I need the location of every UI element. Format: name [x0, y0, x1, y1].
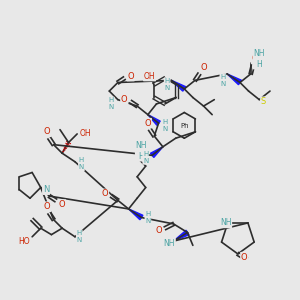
Text: H
N: H N	[77, 230, 82, 243]
Text: O: O	[102, 189, 108, 198]
Text: O: O	[145, 119, 151, 128]
Text: NH: NH	[220, 218, 231, 227]
Text: O: O	[252, 54, 258, 63]
Text: O: O	[155, 226, 162, 235]
Polygon shape	[174, 230, 189, 241]
Polygon shape	[129, 209, 143, 220]
Text: H
N: H N	[143, 151, 148, 164]
Text: S: S	[261, 97, 266, 106]
Text: O: O	[44, 127, 50, 136]
Text: N: N	[43, 185, 49, 194]
Text: H
N: H N	[162, 119, 168, 132]
Text: NH
H: NH H	[254, 49, 265, 69]
Text: NH
H: NH H	[136, 141, 147, 161]
Text: OH: OH	[144, 72, 155, 81]
Text: H
N: H N	[145, 211, 151, 224]
Text: NH: NH	[164, 239, 175, 248]
Text: O: O	[44, 202, 50, 211]
Text: O: O	[121, 95, 128, 104]
Text: H
N: H N	[164, 78, 170, 91]
Text: O: O	[128, 72, 134, 81]
Text: H
N: H N	[109, 98, 114, 110]
Polygon shape	[171, 80, 186, 91]
Text: H
N: H N	[79, 158, 84, 170]
Polygon shape	[227, 74, 242, 85]
Text: O: O	[200, 63, 207, 72]
Polygon shape	[151, 147, 163, 158]
Text: O: O	[241, 253, 247, 262]
Text: H
N: H N	[220, 74, 226, 87]
Text: HO: HO	[18, 237, 29, 246]
Text: OH: OH	[80, 129, 92, 138]
Polygon shape	[148, 115, 160, 125]
Text: Ph: Ph	[180, 123, 189, 129]
Text: O: O	[59, 200, 65, 209]
